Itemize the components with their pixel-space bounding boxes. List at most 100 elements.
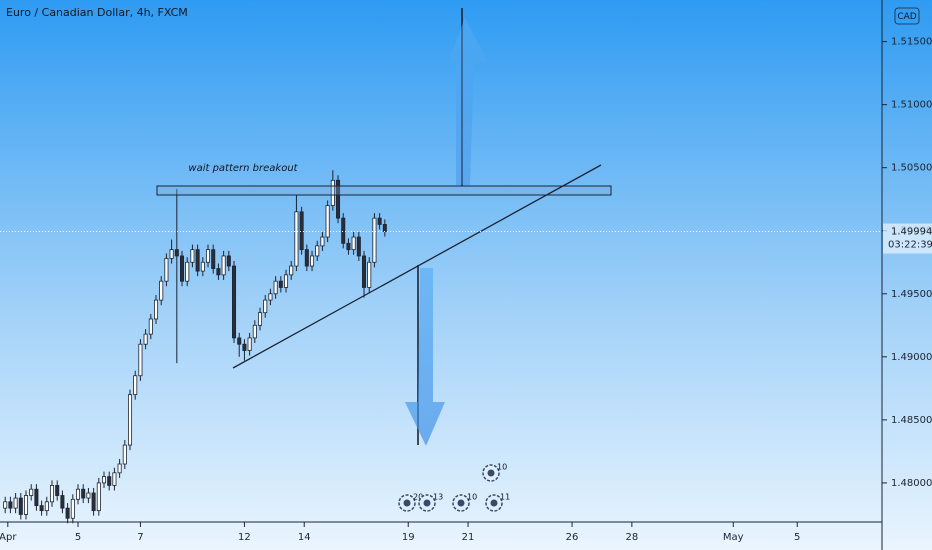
y-tick-label: 1.48500: [891, 415, 932, 426]
candle-body: [169, 249, 174, 259]
annotation: wait pattern breakout: [188, 163, 298, 174]
candle-body: [268, 293, 273, 301]
event-count: 11: [500, 493, 510, 502]
y-tick-label: 1.50500: [891, 163, 932, 174]
candle-body: [315, 245, 320, 257]
candle-body: [351, 236, 356, 251]
candle-body: [122, 444, 127, 465]
candle-body: [138, 343, 143, 377]
candle-body: [117, 463, 122, 474]
candle-body: [8, 501, 13, 509]
candle-body: [325, 205, 330, 238]
candle-body: [226, 255, 231, 267]
y-tick-label: 1.49000: [891, 352, 932, 363]
y-tick-label: 1.51000: [891, 100, 932, 111]
x-tick-label: 5: [794, 532, 800, 543]
candle-body: [284, 274, 289, 288]
candle-body: [143, 333, 148, 345]
event-count: 10: [467, 493, 477, 502]
candle-body: [86, 492, 91, 499]
candle-body: [55, 485, 60, 496]
candle-body: [299, 211, 304, 251]
candle-body: [164, 258, 169, 282]
event-icon-core: [403, 499, 411, 507]
y-tick-label: 1.49500: [891, 289, 932, 300]
candle-body: [382, 224, 387, 232]
candle-body: [211, 249, 216, 269]
x-tick-label: 7: [137, 532, 143, 543]
candle-body: [258, 312, 263, 326]
candle-body: [289, 265, 294, 276]
candle-body: [13, 497, 18, 509]
y-tick-label: 1.48000: [891, 478, 932, 489]
candle-body: [44, 501, 49, 512]
candle-body: [200, 261, 205, 272]
trend-line: [232, 164, 602, 369]
x-tick-label: 19: [402, 532, 415, 543]
candle-body: [70, 498, 75, 519]
candle-body: [278, 280, 283, 288]
candle-body: [49, 485, 55, 503]
y-tick-label: 1.51500: [891, 37, 932, 48]
x-tick-label: 28: [625, 532, 638, 543]
candle-body: [263, 299, 268, 314]
candle-body: [341, 217, 346, 244]
candle-body: [372, 217, 377, 263]
x-tick-label: 26: [566, 532, 579, 543]
last-price-box: [883, 223, 932, 254]
countdown: 03:22:39: [888, 239, 932, 250]
candle-body: [310, 255, 315, 267]
candle-body: [237, 337, 242, 345]
candle-body: [242, 343, 247, 351]
event-icon-core: [490, 499, 498, 507]
candle-body: [107, 476, 112, 486]
candle-body: [330, 179, 335, 206]
currency-label: CAD: [897, 12, 916, 22]
candle-body: [3, 501, 8, 509]
candle-body: [190, 249, 195, 263]
candle-body: [367, 261, 372, 288]
arrow-up: [448, 18, 488, 185]
candle-body: [29, 488, 34, 496]
x-tick-label: 5: [75, 532, 81, 543]
candle-body: [336, 179, 341, 219]
candle-body: [75, 488, 81, 500]
candle-body: [133, 375, 138, 396]
candle-body: [91, 492, 96, 512]
candle-body: [252, 324, 257, 339]
candle-body: [320, 236, 325, 247]
candle-body: [232, 265, 237, 339]
event-icon-core: [423, 499, 431, 507]
candle-body: [34, 488, 39, 507]
candle-body: [154, 299, 159, 320]
candle-body: [356, 236, 361, 257]
x-tick-label: 21: [462, 532, 475, 543]
chart-title: Euro / Canadian Dollar, 4h, FXCM: [6, 6, 188, 19]
candle-body: [81, 488, 86, 499]
candle-body: [18, 497, 23, 515]
currency-badge: [894, 7, 920, 25]
candle-body: [377, 217, 382, 225]
candle-body: [23, 495, 29, 515]
candle-body: [247, 337, 252, 351]
candle-body: [206, 249, 211, 263]
plot-area: [3, 170, 387, 524]
event-count: 13: [433, 493, 443, 502]
candle-body: [96, 482, 101, 512]
candle-body: [362, 255, 367, 288]
candle-body: [174, 249, 179, 257]
candle-body: [221, 255, 226, 276]
candle-body: [60, 495, 65, 509]
candle-body: [159, 280, 164, 301]
candle-body: [148, 318, 153, 335]
candle-body: [195, 249, 200, 272]
x-tick-label: May: [723, 532, 744, 543]
candle-body: [127, 394, 133, 446]
resistance-box: [156, 185, 612, 196]
candle-body: [180, 255, 185, 282]
last-price-label: 1.49994: [891, 226, 932, 237]
x-tick-label: 14: [298, 532, 311, 543]
candle-body: [39, 505, 44, 512]
x-tick-label: 12: [238, 532, 251, 543]
